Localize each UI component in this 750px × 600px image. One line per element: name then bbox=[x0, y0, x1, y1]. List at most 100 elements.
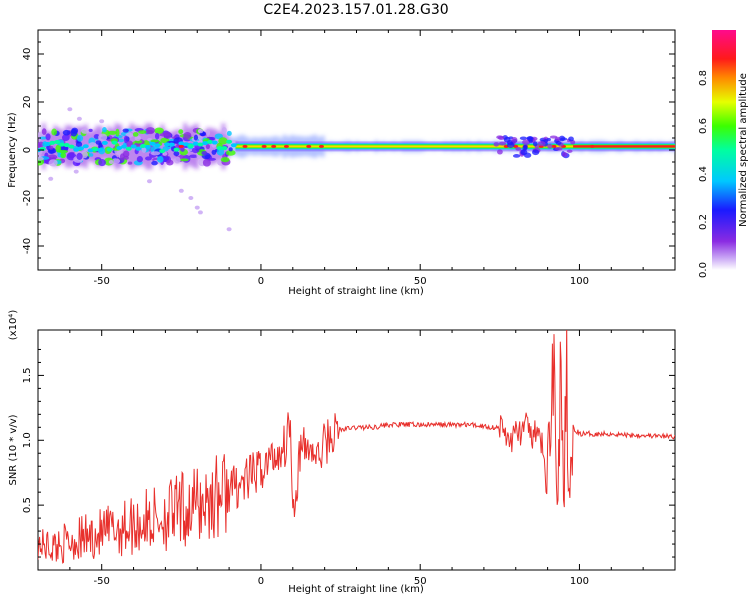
spectral-blob bbox=[39, 136, 48, 140]
spectral-blob bbox=[81, 128, 90, 134]
cluster-blob bbox=[512, 154, 521, 158]
ridge-blob bbox=[44, 141, 51, 146]
spectral-blob bbox=[193, 134, 199, 141]
spectrogram-ytick-label: -40 bbox=[22, 238, 33, 254]
spectral-blob bbox=[75, 141, 83, 148]
snr-ytick-label: 1.5 bbox=[22, 367, 33, 383]
spectral-blob bbox=[47, 154, 58, 160]
spectral-blob bbox=[225, 149, 236, 156]
spectral-blob bbox=[61, 134, 70, 142]
cluster-blob bbox=[562, 151, 568, 157]
stray-point bbox=[188, 196, 194, 200]
snr-multiplier-label: (x10⁴) bbox=[8, 310, 19, 341]
spectral-blob bbox=[98, 142, 103, 149]
snr-ytick-label: 1.0 bbox=[22, 432, 33, 448]
ridge-blob bbox=[173, 147, 180, 152]
ridge-blob bbox=[92, 147, 99, 152]
ridge-blob bbox=[68, 144, 75, 149]
cluster-blob bbox=[537, 141, 546, 147]
spectrogram-ytick-label: 40 bbox=[22, 48, 33, 61]
spectrogram-xtick-label: 100 bbox=[570, 276, 589, 287]
spectral-blob bbox=[166, 159, 174, 166]
cluster-blob bbox=[519, 136, 527, 141]
ridge-blob bbox=[97, 147, 104, 152]
ridge-blob bbox=[130, 144, 137, 149]
spectral-blob bbox=[178, 129, 184, 135]
spectral-blob bbox=[220, 157, 230, 163]
ridge-blob bbox=[140, 143, 147, 148]
snr-ylabel: SNR (10 * v/v) bbox=[8, 414, 19, 485]
cluster-blob bbox=[515, 147, 522, 151]
spectral-blob bbox=[118, 138, 125, 143]
ridge-blob bbox=[54, 139, 61, 144]
ridge-blob bbox=[154, 143, 161, 148]
spectral-blob bbox=[226, 130, 232, 136]
spectral-blob bbox=[134, 135, 141, 142]
spectrogram-axes: -50 0 50 100 -40 -20 0 20 40 bbox=[22, 29, 676, 287]
spectral-blob bbox=[218, 137, 228, 145]
stray-point bbox=[76, 116, 82, 121]
spectral-blob bbox=[115, 128, 120, 137]
spectral-blob bbox=[145, 127, 155, 134]
colorbar-tick-label: 0.6 bbox=[698, 118, 709, 134]
cluster-blob bbox=[532, 149, 540, 156]
snr-panel: -50 0 50 100 0.5 1.0 1.5 Height of straight li… bbox=[8, 310, 676, 595]
colorbar-tick-label: 0.2 bbox=[698, 214, 709, 230]
ridge-blob bbox=[163, 142, 170, 147]
ridge-blob bbox=[111, 140, 118, 145]
ridge-blob bbox=[187, 143, 194, 148]
stray-point bbox=[226, 227, 232, 232]
spectrogram-xtick-label: 50 bbox=[414, 276, 427, 287]
spectral-blob bbox=[205, 129, 211, 136]
spectral-blob bbox=[47, 148, 55, 154]
cluster-blob bbox=[555, 140, 562, 145]
ridge-blob bbox=[101, 140, 108, 145]
cluster-blob bbox=[523, 152, 532, 158]
snr-xtick-label: 50 bbox=[414, 576, 427, 587]
ridge-blob bbox=[211, 140, 218, 145]
cluster-blob bbox=[554, 136, 561, 141]
peak-dot bbox=[306, 144, 312, 148]
spectral-blob bbox=[138, 130, 147, 134]
ridge-blob bbox=[168, 142, 175, 147]
stray-point bbox=[67, 107, 73, 112]
spectral-blob bbox=[179, 158, 189, 162]
peak-dot bbox=[513, 144, 519, 148]
spectral-blob bbox=[122, 128, 129, 133]
spectrogram-panel: -50 0 50 100 -40 -20 0 20 40 Height of straight … bbox=[7, 29, 676, 297]
snr-axes: -50 0 50 100 0.5 1.0 1.5 bbox=[22, 330, 676, 587]
cluster-blob bbox=[566, 149, 573, 153]
peak-dot bbox=[178, 144, 184, 148]
spectral-blob bbox=[41, 128, 47, 135]
ridge-blob bbox=[159, 149, 166, 154]
spectral-blob bbox=[76, 134, 84, 142]
band-peak bbox=[573, 145, 675, 148]
spectral-blob bbox=[88, 128, 93, 133]
envelope-cell bbox=[110, 128, 115, 165]
spectral-blob bbox=[183, 132, 192, 140]
snr-xtick-label: 100 bbox=[570, 576, 589, 587]
peak-dot bbox=[242, 144, 248, 148]
spectral-blob bbox=[45, 133, 51, 141]
cluster-blob bbox=[522, 144, 528, 151]
stray-point bbox=[108, 160, 114, 164]
spectral-blob bbox=[145, 156, 152, 161]
peak-dot bbox=[589, 144, 595, 148]
snr-frame bbox=[37, 329, 676, 571]
ridge-blob bbox=[58, 142, 65, 147]
spectral-blob bbox=[156, 156, 164, 163]
peak-dot bbox=[261, 144, 267, 148]
spectral-blob bbox=[51, 128, 57, 136]
spectral-blob bbox=[132, 131, 139, 137]
colorbar-tick-label: 0.4 bbox=[698, 166, 709, 182]
spectral-blob bbox=[205, 143, 211, 150]
spectral-blob bbox=[189, 154, 198, 159]
spectrogram-xlabel: Height of straight line (km) bbox=[288, 286, 424, 297]
cluster-blob bbox=[497, 149, 503, 155]
snr-ytick-label: 0.5 bbox=[22, 497, 33, 513]
spectral-blob bbox=[216, 148, 225, 156]
spectral-blob bbox=[38, 156, 44, 161]
colorbar-ticks: 0.0 0.2 0.4 0.6 0.8 bbox=[698, 70, 709, 278]
spectral-blob bbox=[60, 152, 67, 159]
